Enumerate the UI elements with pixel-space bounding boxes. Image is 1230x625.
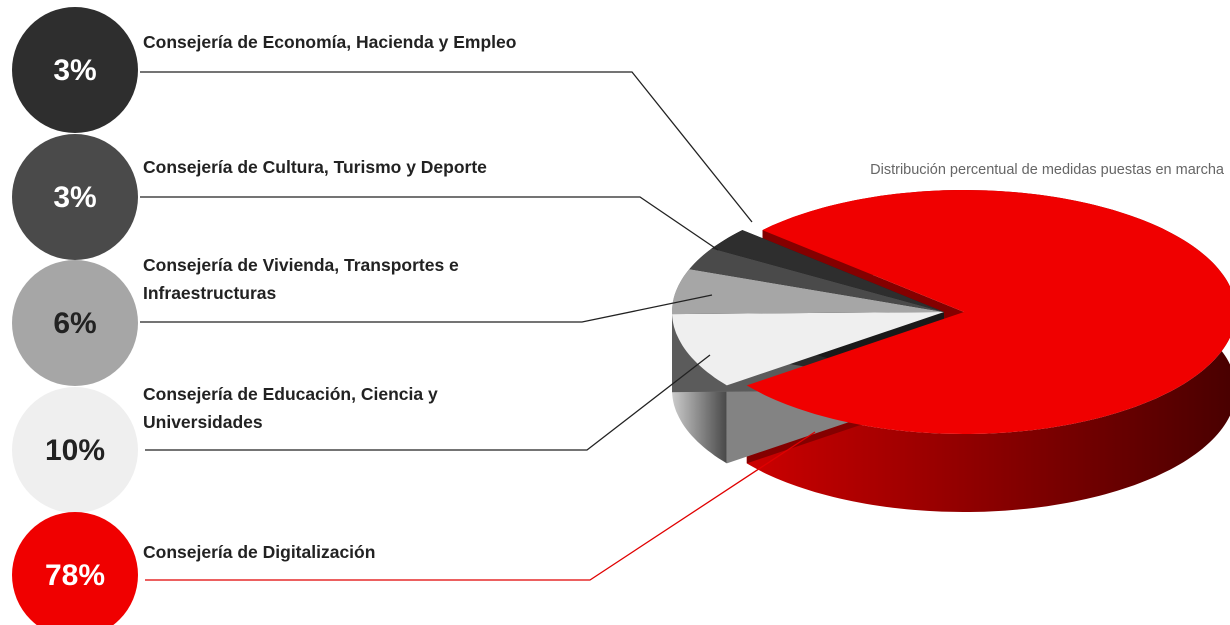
legend-badge xyxy=(12,260,138,386)
leader-lines xyxy=(140,71,816,581)
value-label: 10% xyxy=(45,434,105,467)
pie xyxy=(672,190,1230,512)
legend-label: Consejería de Vivienda, Transportes e In… xyxy=(143,255,459,303)
leader-line xyxy=(145,431,816,581)
leader-line xyxy=(140,71,753,223)
slice xyxy=(711,230,944,312)
slice xyxy=(689,248,944,312)
legend-label: Consejería de Cultura, Turismo y Deporte xyxy=(143,157,487,177)
leader-line xyxy=(140,196,719,251)
legend-label: Consejería de Economía, Hacienda y Emple… xyxy=(143,32,517,52)
legend-badge xyxy=(12,512,138,625)
legend-badge xyxy=(12,134,138,260)
legend-label: Consejería de Educación, Ciencia y Unive… xyxy=(143,384,438,432)
legend-badge xyxy=(12,387,138,513)
value-label: 78% xyxy=(45,559,105,592)
chart-title: Distribución percentual de medidas puest… xyxy=(870,162,1224,178)
leader-line xyxy=(145,354,711,451)
legend-badge xyxy=(12,7,138,133)
value-label: 6% xyxy=(53,307,96,340)
slice xyxy=(746,190,1230,434)
slice xyxy=(672,269,944,315)
leader-line xyxy=(140,294,713,323)
value-label: 3% xyxy=(53,54,96,87)
legend-label: Consejería de Digitalización xyxy=(143,542,376,562)
legend-badges: 3% 3% 6% 10% 78% xyxy=(12,7,138,625)
slice xyxy=(672,312,944,386)
value-label: 3% xyxy=(53,181,96,214)
